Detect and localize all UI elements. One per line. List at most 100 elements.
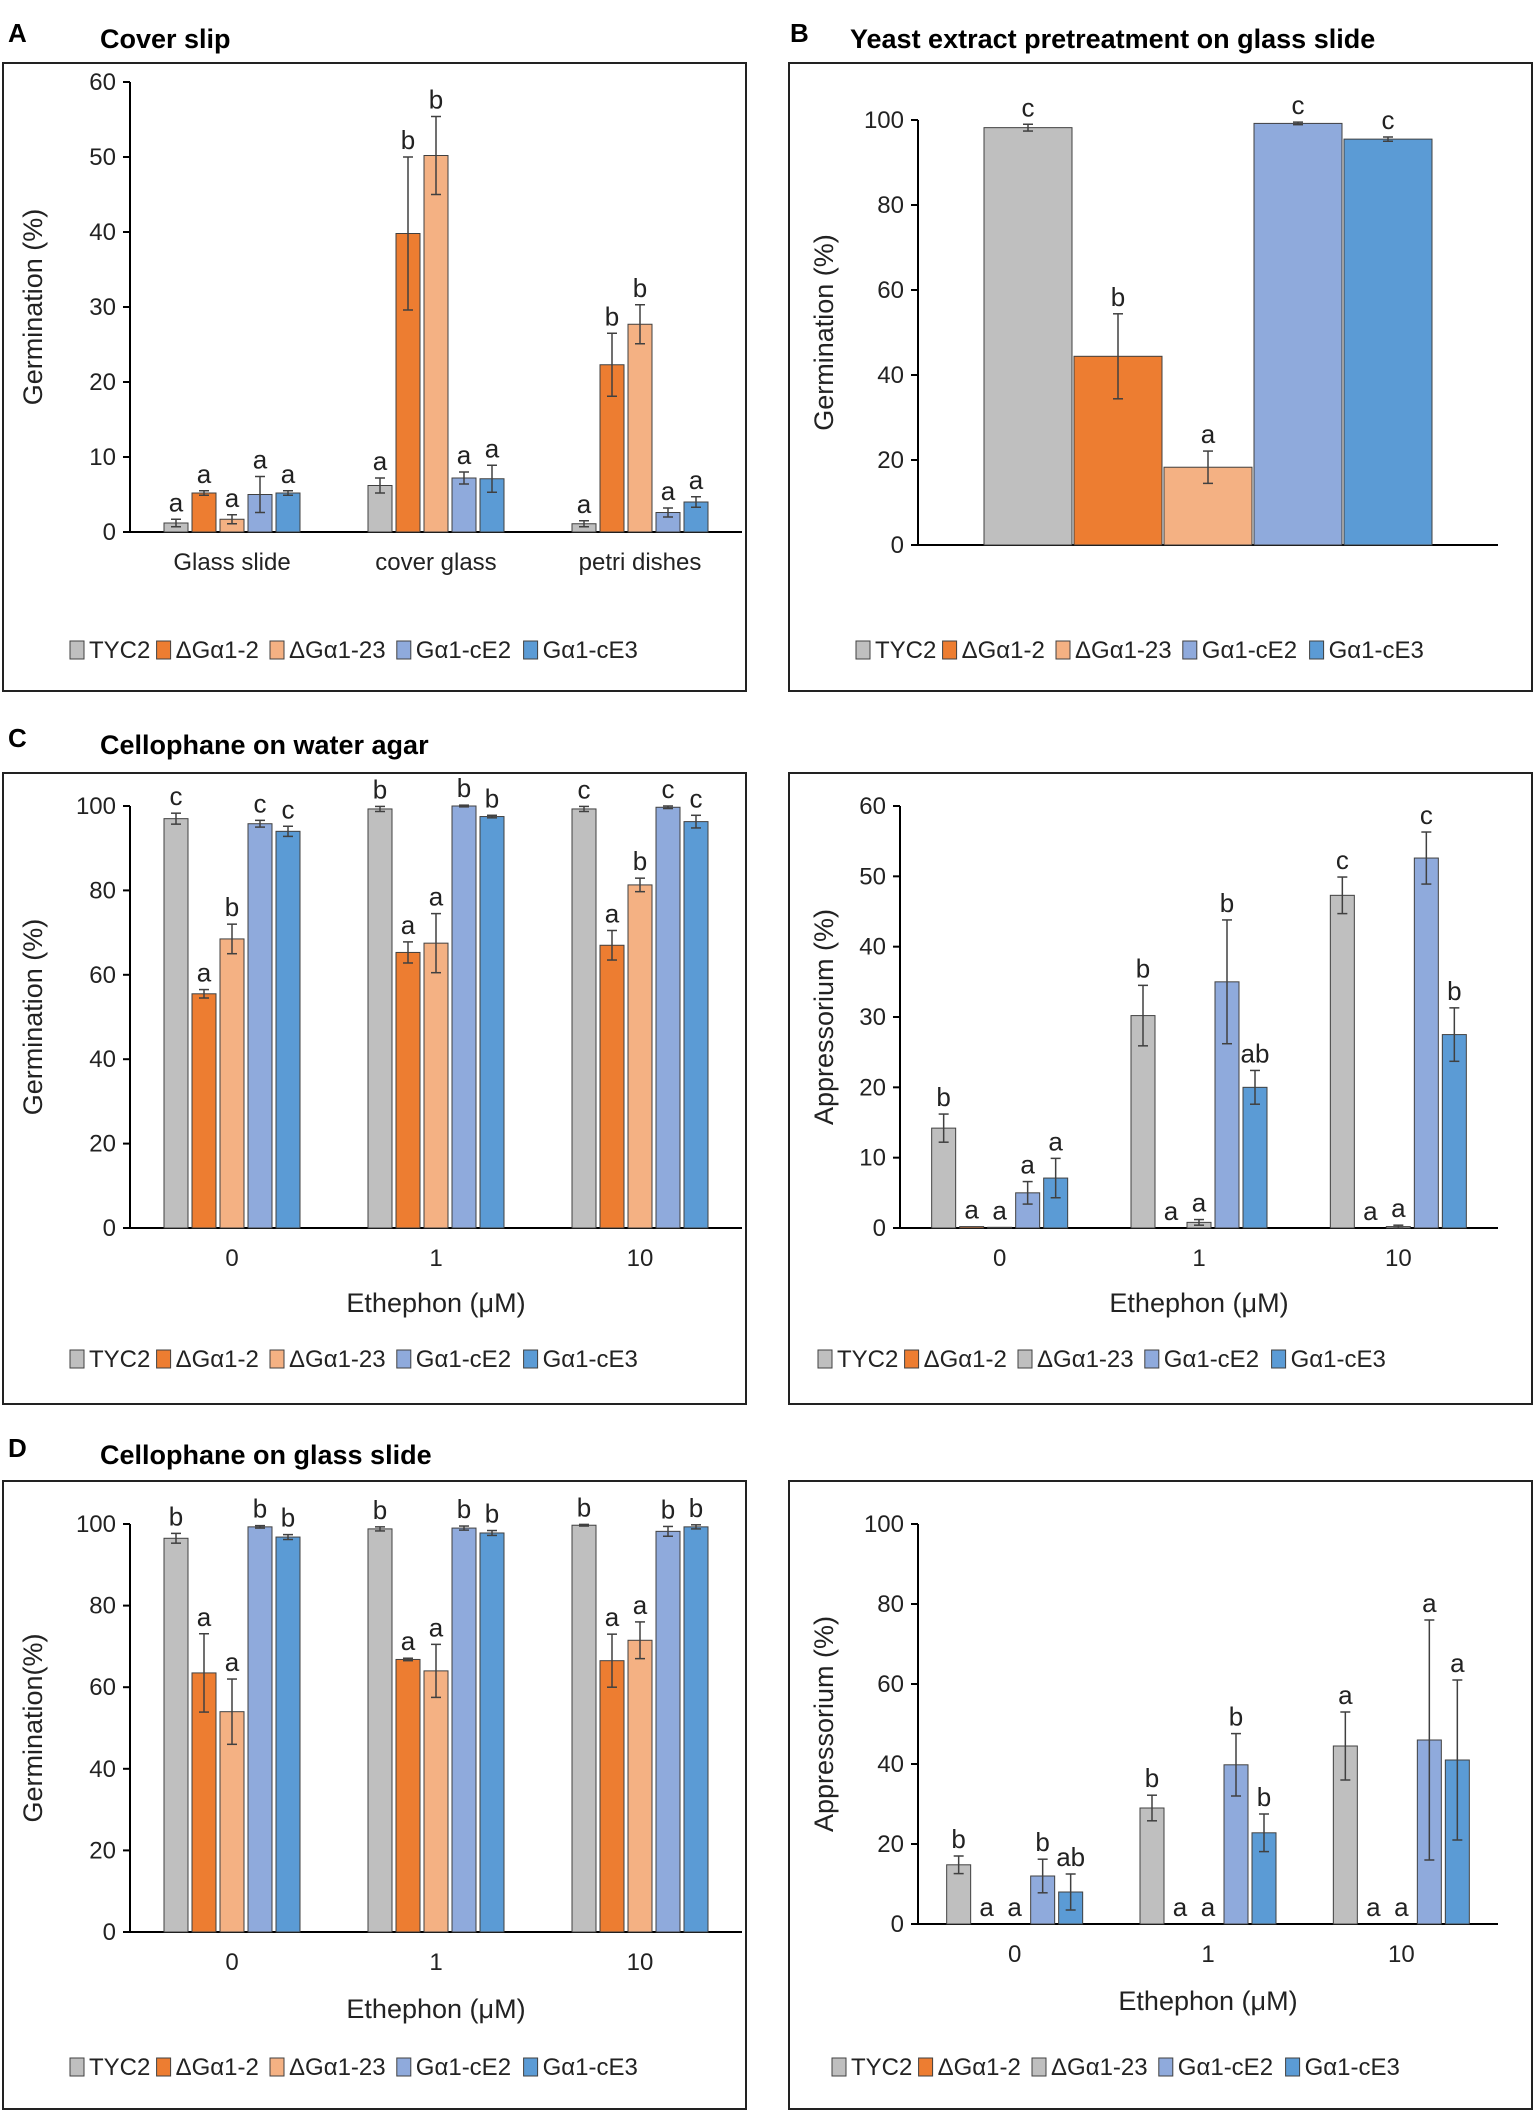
y-tick-label: 0	[873, 1215, 886, 1242]
bar	[191, 492, 217, 533]
significance-letter: a	[225, 483, 240, 513]
significance-letter: a	[457, 440, 472, 470]
significance-letter: a	[605, 1602, 620, 1632]
legend-label: ΔGα1-2	[176, 1346, 259, 1373]
significance-letter: b	[1229, 1702, 1243, 1732]
significance-letter: c	[254, 788, 267, 818]
legend-label: ΔGα1-23	[1037, 1346, 1134, 1373]
legend-label: TYC2	[89, 637, 150, 664]
significance-letter: a	[1394, 1892, 1409, 1922]
significance-letter: a	[1201, 1892, 1216, 1922]
x-category-label: 1	[1201, 1941, 1214, 1968]
bar	[275, 830, 301, 1229]
legend-label: Gα1-cE2	[416, 637, 511, 664]
legend-swatch	[904, 1349, 920, 1369]
bar	[627, 1639, 653, 1933]
legend-label: ΔGα1-23	[1075, 637, 1172, 664]
legend-swatch	[942, 640, 958, 660]
significance-letter: b	[169, 1501, 183, 1531]
y-tick-label: 20	[877, 1831, 904, 1858]
bar	[395, 951, 421, 1229]
x-category-label: 0	[1008, 1941, 1021, 1968]
significance-letter: a	[605, 898, 620, 928]
y-tick-label: 0	[103, 1919, 116, 1946]
significance-letter: a	[401, 1626, 416, 1656]
legend-label: TYC2	[851, 2054, 912, 2081]
bar	[599, 1660, 625, 1933]
significance-letter: b	[577, 1492, 591, 1522]
x-axis-label: Ethephon (μM)	[1118, 1986, 1297, 2016]
y-tick-label: 80	[877, 192, 904, 219]
legend-swatch	[855, 640, 871, 660]
bar	[983, 127, 1073, 546]
significance-letter: b	[253, 1494, 267, 1524]
significance-letter: b	[457, 1494, 471, 1524]
section-title-d: Cellophane on glass slide	[100, 1440, 432, 1470]
significance-letter: a	[1020, 1150, 1035, 1180]
y-axis-label: Germination(%)	[18, 1633, 48, 1822]
y-tick-label: 100	[864, 107, 904, 134]
significance-letter: a	[1422, 1588, 1437, 1618]
chart-b: 0 20 40 60 80 100 Germination (%) c b a c c TYC2 ΔGα1…	[809, 90, 1498, 664]
bar	[275, 492, 301, 533]
legend-swatch	[1271, 1349, 1287, 1369]
significance-letter: b	[485, 783, 499, 813]
legend-swatch	[523, 2057, 539, 2077]
legend-label: Gα1-cE3	[1291, 1346, 1386, 1373]
significance-letter: b	[1136, 953, 1150, 983]
y-tick-label: 80	[877, 1591, 904, 1618]
x-category-label: 0	[225, 1245, 238, 1272]
significance-letter: a	[197, 1602, 212, 1632]
y-axis-label: Appressorium (%)	[809, 1616, 839, 1832]
legend-label: Gα1-cE3	[1329, 637, 1424, 664]
bar	[655, 806, 681, 1229]
significance-letter: a	[1363, 1196, 1378, 1226]
legend-label: ΔGα1-23	[1051, 2054, 1148, 2081]
y-axis-label: Germination (%)	[18, 209, 48, 406]
significance-letter: a	[197, 459, 212, 489]
y-tick-label: 60	[859, 793, 886, 820]
significance-letter: b	[457, 773, 471, 803]
significance-letter: a	[281, 459, 296, 489]
y-tick-label: 40	[859, 934, 886, 961]
significance-letter: b	[1257, 1782, 1271, 1812]
bar	[931, 1127, 957, 1229]
legend-label: Gα1-cE2	[416, 2054, 511, 2081]
legend-label: Gα1-cE3	[543, 2054, 638, 2081]
bar	[163, 818, 189, 1229]
x-axis-label: Ethephon (μM)	[346, 1288, 525, 1318]
bar	[627, 323, 653, 533]
significance-letter: c	[1382, 105, 1395, 135]
panel-letter-a: A	[8, 18, 27, 48]
x-category-label: 1	[429, 1949, 442, 1976]
bar	[1130, 1015, 1156, 1229]
bar	[163, 1537, 189, 1933]
significance-letter: a	[253, 445, 268, 475]
significance-letter: c	[662, 774, 675, 804]
legend-swatch	[831, 2057, 847, 2077]
significance-letter: b	[1220, 888, 1234, 918]
significance-letter: a	[373, 446, 388, 476]
y-tick-label: 50	[89, 144, 116, 171]
significance-letter: c	[1022, 92, 1035, 122]
significance-letter: b	[1035, 1827, 1049, 1857]
y-tick-label: 20	[89, 369, 116, 396]
legend-swatch	[1055, 640, 1071, 660]
significance-letter: a	[992, 1195, 1007, 1225]
bar	[1329, 894, 1355, 1229]
legend-swatch	[1309, 640, 1325, 660]
significance-letter: a	[979, 1892, 994, 1922]
y-tick-label: 10	[89, 444, 116, 471]
significance-letter: b	[661, 1494, 675, 1524]
y-tick-label: 60	[877, 1671, 904, 1698]
bar	[1251, 1832, 1277, 1925]
panel-letter-c: C	[8, 723, 27, 753]
x-category-label: 0	[993, 1245, 1006, 1272]
significance-letter: a	[1450, 1648, 1465, 1678]
section-title-c: Cellophane on water agar	[100, 730, 429, 760]
bar	[191, 993, 217, 1229]
bar	[683, 821, 709, 1229]
section-title-b: Yeast extract pretreatment on glass slid…	[850, 24, 1376, 54]
significance-letter: b	[633, 846, 647, 876]
